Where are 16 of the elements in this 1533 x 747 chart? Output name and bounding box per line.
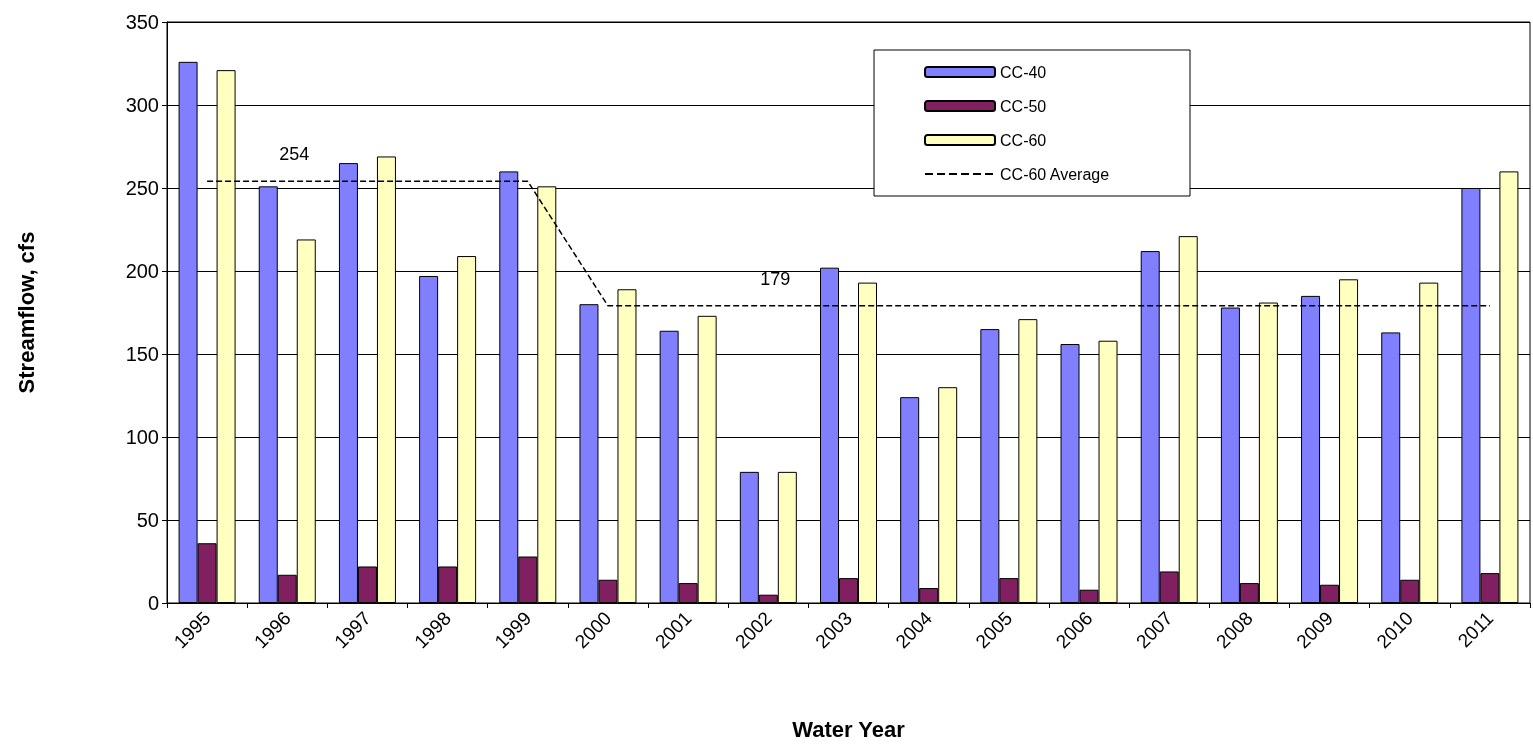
- y-axis-title: Streamflow, cfs: [13, 231, 39, 394]
- annotation: 179: [760, 268, 791, 289]
- y-tick-label: 150: [125, 343, 159, 365]
- legend-label: CC-60: [1000, 131, 1047, 149]
- legend-label: CC-60 Average: [1000, 165, 1110, 183]
- annotation: 254: [279, 144, 310, 165]
- y-tick-label: 300: [125, 94, 159, 116]
- y-tick-label: 100: [125, 426, 159, 448]
- y-tick-label: 350: [125, 11, 159, 33]
- legend-label: CC-40: [1000, 63, 1047, 81]
- y-tick-label: 200: [125, 260, 159, 282]
- legend-label: CC-50: [1000, 97, 1047, 115]
- y-tick-label: 50: [136, 509, 159, 531]
- y-tick-label: 250: [125, 177, 159, 199]
- y-tick-label: 0: [147, 592, 159, 614]
- x-axis-title: Water Year: [792, 716, 906, 742]
